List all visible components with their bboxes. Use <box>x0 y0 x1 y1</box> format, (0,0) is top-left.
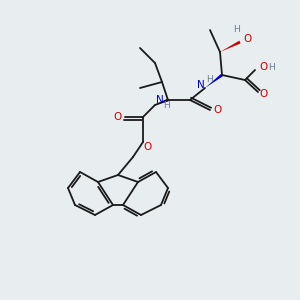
Text: O: O <box>243 34 251 44</box>
Text: O: O <box>144 142 152 152</box>
Polygon shape <box>220 41 241 52</box>
Text: H: H <box>268 62 275 71</box>
Text: O: O <box>113 112 121 122</box>
Text: O: O <box>213 105 221 115</box>
Text: N: N <box>156 95 164 105</box>
Polygon shape <box>205 74 223 88</box>
Text: H: H <box>234 26 240 34</box>
Polygon shape <box>155 99 169 105</box>
Text: O: O <box>259 89 267 99</box>
Text: N: N <box>197 80 205 90</box>
Text: H: H <box>207 76 213 85</box>
Text: H: H <box>164 100 170 109</box>
Text: O: O <box>260 62 268 72</box>
